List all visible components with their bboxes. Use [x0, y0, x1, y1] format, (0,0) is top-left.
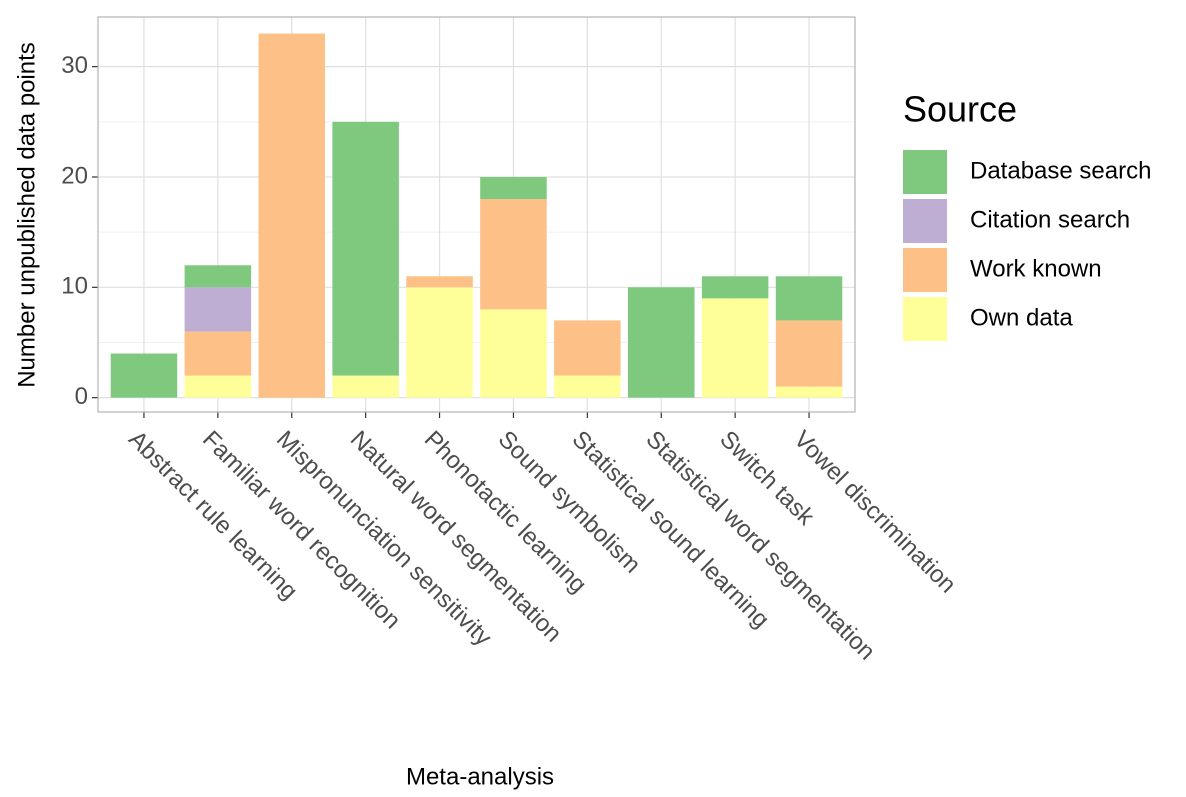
legend-title: Source [903, 89, 1017, 130]
bar-segment [480, 309, 547, 398]
legend-key [903, 150, 947, 194]
bar-segment [480, 176, 547, 200]
bar-segment [554, 320, 621, 376]
legend-key [903, 248, 947, 292]
bar-segment [406, 276, 473, 288]
bar-segment [184, 287, 252, 332]
y-axis-title: Number unpublished data points [13, 42, 40, 388]
x-axis-title: Meta-analysis [406, 763, 554, 790]
legend-label: Database search [970, 157, 1151, 184]
bar-segment [627, 287, 695, 398]
bar-segment [184, 265, 252, 288]
bar-segment [775, 386, 843, 398]
y-tick-label: 0 [75, 383, 88, 410]
bar-segment [258, 33, 326, 398]
bar-segment [480, 199, 547, 310]
legend-label: Own data [970, 304, 1073, 331]
bar-segment [701, 298, 769, 398]
bar-segment [701, 276, 769, 299]
bar-segment [775, 276, 843, 321]
bar-segment [554, 375, 621, 398]
legend-key [903, 297, 947, 341]
y-tick-label: 20 [61, 162, 88, 189]
bar-segment [110, 353, 178, 398]
legend-key [903, 199, 947, 243]
plot-border [97, 16, 856, 413]
y-tick-label: 10 [61, 273, 88, 300]
legend-label: Citation search [970, 206, 1130, 233]
bar-segment [775, 320, 843, 387]
y-tick-label: 30 [61, 52, 88, 79]
bar-segment [184, 331, 252, 376]
bar-segment [332, 121, 399, 376]
bar-segment [184, 375, 252, 398]
bar-segment [332, 375, 399, 398]
bar-segment [406, 287, 473, 398]
legend-label: Work known [970, 255, 1102, 282]
